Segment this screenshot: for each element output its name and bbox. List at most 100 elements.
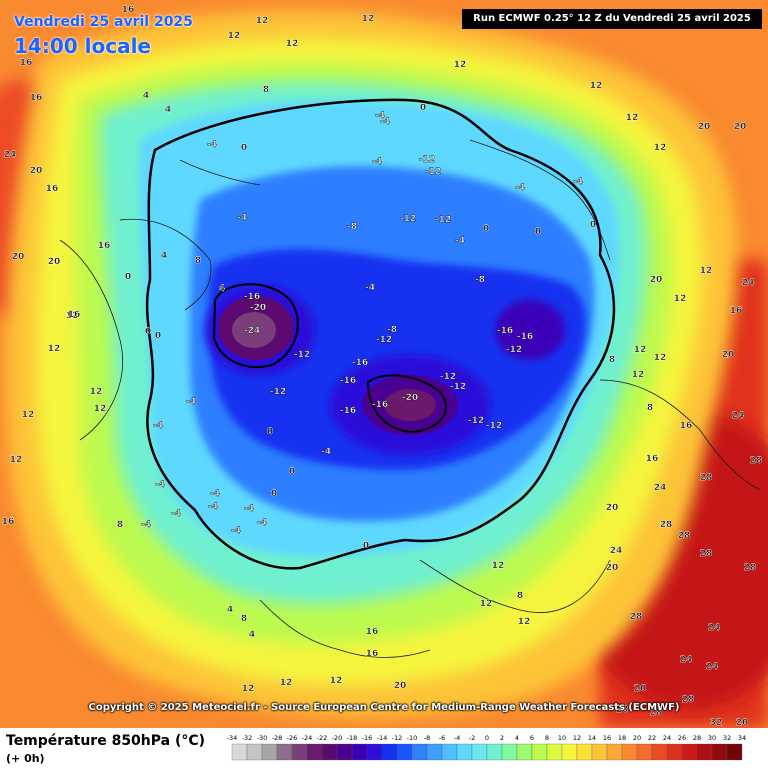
scale-tick-label: 18 bbox=[618, 734, 626, 742]
isotherm-label: 28 bbox=[650, 708, 663, 718]
scale-swatch bbox=[636, 743, 653, 761]
isotherm-label: -16 bbox=[340, 406, 356, 416]
isotherm-label: -4 bbox=[153, 421, 163, 431]
isotherm-label: -4 bbox=[375, 111, 385, 121]
scale-swatch bbox=[441, 743, 458, 761]
isotherm-label: 28 bbox=[678, 531, 691, 541]
isotherm-label: 16 bbox=[366, 649, 379, 659]
isotherm-label: 28 bbox=[700, 473, 713, 483]
isotherm-label: 0 bbox=[267, 427, 273, 437]
isotherm-label: 8 bbox=[117, 520, 123, 530]
isotherm-label: 12 bbox=[518, 617, 531, 627]
scale-swatch bbox=[726, 743, 743, 761]
isotherm-label: 12 bbox=[632, 370, 645, 380]
isotherm-label: 8 bbox=[263, 85, 269, 95]
isotherm-label: -24 bbox=[244, 326, 260, 336]
scale-swatch bbox=[621, 743, 638, 761]
isotherm-label: -12 bbox=[376, 335, 392, 345]
isotherm-label: 8 bbox=[517, 591, 523, 601]
scale-tick-label: -30 bbox=[257, 734, 268, 742]
scale-tick-label: -12 bbox=[392, 734, 403, 742]
isotherm-label: 28 bbox=[700, 549, 713, 559]
coastlines bbox=[59, 139, 761, 658]
isotherm-label: 16 bbox=[680, 421, 693, 431]
scale-swatch bbox=[711, 743, 728, 761]
isotherm-label: 16 bbox=[68, 310, 81, 320]
scale-tick-label: -16 bbox=[362, 734, 373, 742]
isotherm-label: 12 bbox=[492, 561, 505, 571]
scale-tick-label: -14 bbox=[377, 734, 388, 742]
isotherm-0 bbox=[145, 98, 616, 570]
isotherm-label: -4 bbox=[244, 504, 254, 514]
scale-tick-label: -32 bbox=[242, 734, 253, 742]
isotherm-label: -12 bbox=[450, 382, 466, 392]
isotherm-label: 4 bbox=[219, 284, 225, 294]
isotherm-label: -4 bbox=[171, 509, 181, 519]
scale-tick-label: 20 bbox=[633, 734, 641, 742]
isotherm-label: -4 bbox=[257, 518, 267, 528]
isotherm-label: -16 bbox=[517, 332, 533, 342]
isotherm-label: -4 bbox=[372, 157, 382, 167]
run-info: Run ECMWF 0.25° 12 Z du Vendredi 25 avri… bbox=[462, 9, 762, 29]
scale-swatch bbox=[486, 743, 503, 761]
isotherm-label: 24 bbox=[706, 662, 719, 672]
scale-swatch bbox=[561, 743, 578, 761]
isotherm-label: 24 bbox=[610, 546, 623, 556]
isotherm-label: -8 bbox=[347, 222, 357, 232]
isotherm-label: -8 bbox=[387, 325, 397, 335]
scale-tick-label: -24 bbox=[302, 734, 313, 742]
scale-tick-label: -20 bbox=[332, 734, 343, 742]
isotherm-label: 16 bbox=[98, 241, 111, 251]
isotherm-label: -4 bbox=[155, 480, 165, 490]
isotherm-label: 20 bbox=[606, 563, 619, 573]
isotherm-label: 20 bbox=[606, 503, 619, 513]
isotherm-label: 12 bbox=[10, 455, 23, 465]
isotherm-label: 12 bbox=[654, 353, 667, 363]
variable-label: Température 850hPa (°C) bbox=[6, 733, 206, 749]
isotherm-label: 12 bbox=[242, 684, 255, 694]
isotherm-label: 20 bbox=[12, 252, 25, 262]
isotherm-label: -4 bbox=[380, 117, 390, 127]
isotherm-label: 12 bbox=[94, 404, 107, 414]
scale-tick-label: -22 bbox=[317, 734, 328, 742]
scale-tick-label: 10 bbox=[558, 734, 566, 742]
scale-swatch bbox=[606, 743, 623, 761]
isotherm-label: 12 bbox=[674, 294, 687, 304]
isotherm-label: -4 bbox=[365, 283, 375, 293]
isotherm-label: 16 bbox=[646, 454, 659, 464]
isotherm-label: 0 bbox=[271, 489, 277, 499]
isotherm-label: 12 bbox=[280, 678, 293, 688]
scale-swatch bbox=[471, 743, 488, 761]
isotherm-label: -12 bbox=[294, 350, 310, 360]
isotherm-label: -16 bbox=[352, 358, 368, 368]
isotherm-label: 4 bbox=[227, 605, 233, 615]
scale-tick-label: 28 bbox=[693, 734, 701, 742]
isotherm-label: 12 bbox=[286, 39, 299, 49]
scale-swatch bbox=[411, 743, 428, 761]
isotherm-label: 8 bbox=[241, 614, 247, 624]
scale-swatch bbox=[681, 743, 698, 761]
isotherm-label: -4 bbox=[141, 520, 151, 530]
scale-tick-label: -34 bbox=[227, 734, 238, 742]
scale-swatch bbox=[531, 743, 548, 761]
isotherm-label: 20 bbox=[634, 684, 647, 694]
lead-time-label: (+ 0h) bbox=[6, 752, 45, 765]
scale-swatch bbox=[576, 743, 593, 761]
isotherm-label: 0 bbox=[483, 224, 489, 234]
isotherm-label: 20 bbox=[48, 257, 61, 267]
isotherm-label: 12 bbox=[66, 311, 79, 321]
scale-swatch bbox=[501, 743, 518, 761]
isotherm-label: 4 bbox=[165, 105, 171, 115]
scale-tick-label: -28 bbox=[272, 734, 283, 742]
isotherm-label: -8 bbox=[475, 275, 485, 285]
isotherm-label: 12 bbox=[330, 676, 343, 686]
isotherm-label: 20 bbox=[30, 166, 43, 176]
isotherm-label: 12 bbox=[700, 266, 713, 276]
isotherm-label: 0 bbox=[155, 331, 161, 341]
isotherm-label: 12 bbox=[22, 410, 35, 420]
isotherm-label: 16 bbox=[730, 306, 743, 316]
scale-swatch bbox=[276, 743, 293, 761]
isotherm-label: 16 bbox=[122, 5, 135, 15]
isotherm-label: 28 bbox=[750, 456, 763, 466]
scale-swatch bbox=[231, 743, 248, 761]
